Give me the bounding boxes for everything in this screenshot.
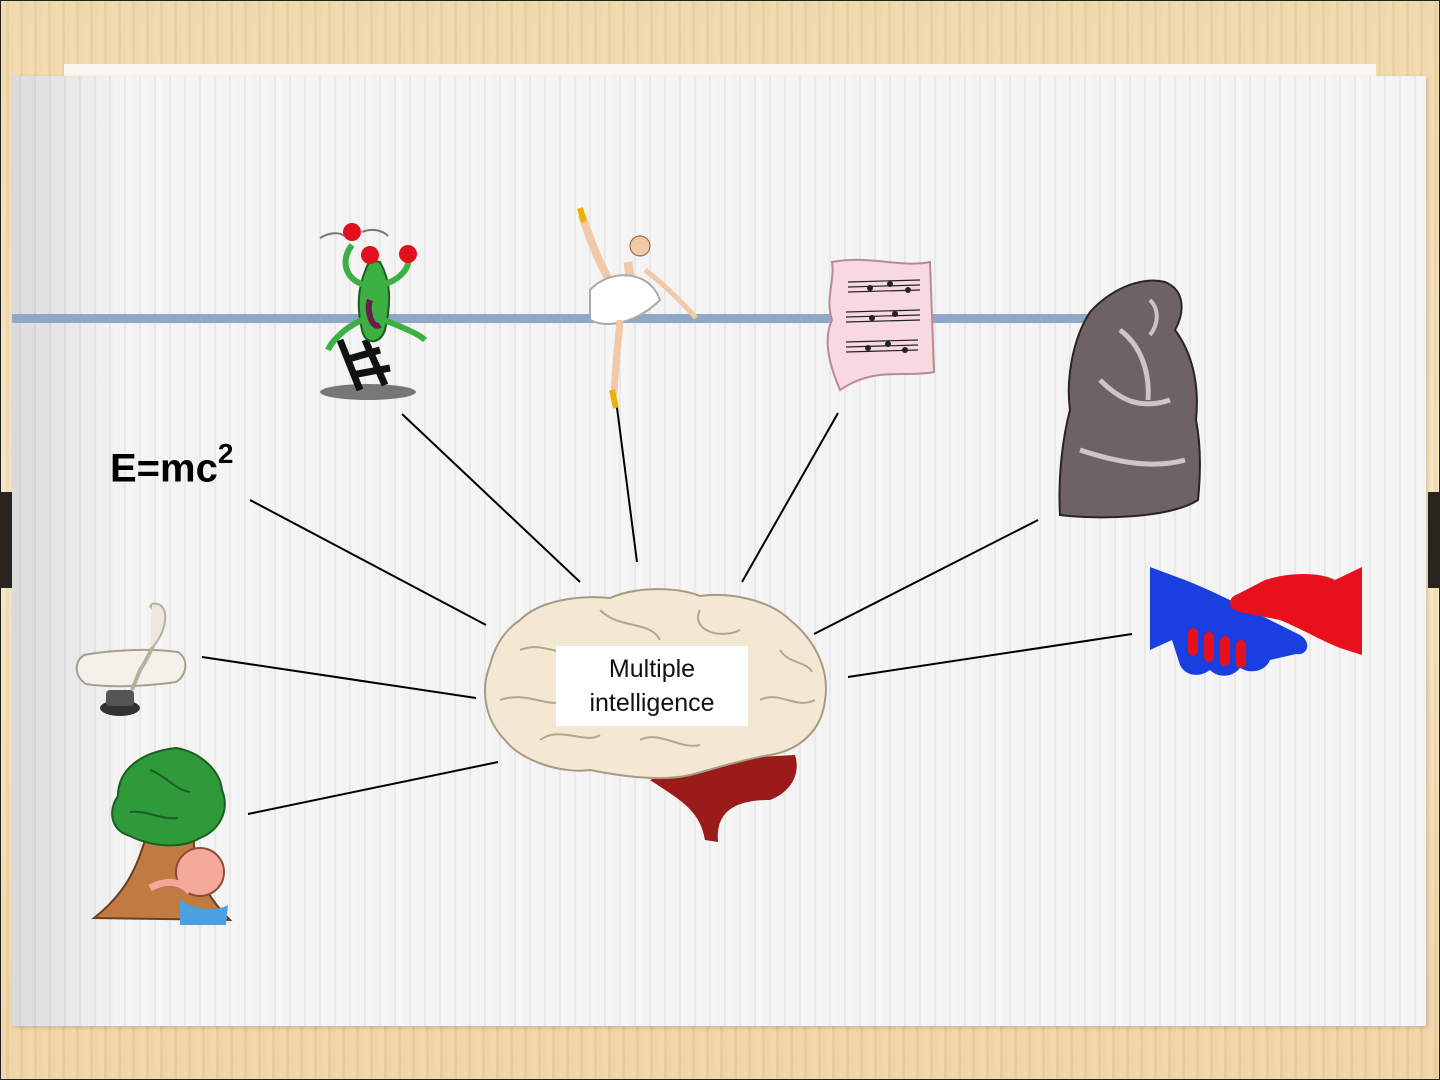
connector-ballerina: [615, 399, 638, 563]
center-label-box: Multiple intelligence: [556, 646, 748, 726]
thinker-statue-icon: [1058, 279, 1201, 519]
slide-left-shade: [12, 76, 122, 1026]
slide-top-strip: [64, 64, 1376, 76]
connector-quill: [201, 656, 477, 699]
connector-formula: [249, 499, 487, 626]
formula-label: E=mc2: [110, 438, 233, 491]
connector-music: [741, 412, 839, 583]
left-edge-bar: [0, 492, 12, 588]
tree-hug-icon: [91, 746, 233, 925]
slide-panel: [12, 76, 1426, 1026]
connector-handshake: [847, 633, 1133, 678]
connector-juggler: [401, 413, 581, 583]
connector-lines: [201, 399, 1133, 815]
formula-exponent: 2: [217, 438, 234, 469]
juggler-plant-icon: [319, 223, 428, 400]
sheet-music-icon: [826, 258, 936, 392]
handshake-icon: [1150, 567, 1362, 676]
horizontal-rule: [12, 314, 1092, 323]
connector-tree: [247, 761, 499, 815]
center-label-line1: Multiple: [608, 655, 696, 683]
ballerina-icon: [577, 207, 698, 409]
formula-base: E=mc: [110, 446, 218, 491]
connector-thinker: [813, 519, 1039, 635]
quill-scroll-icon: [75, 602, 187, 716]
center-label-line2: intelligence: [589, 689, 715, 717]
right-edge-bar: [1428, 492, 1440, 588]
